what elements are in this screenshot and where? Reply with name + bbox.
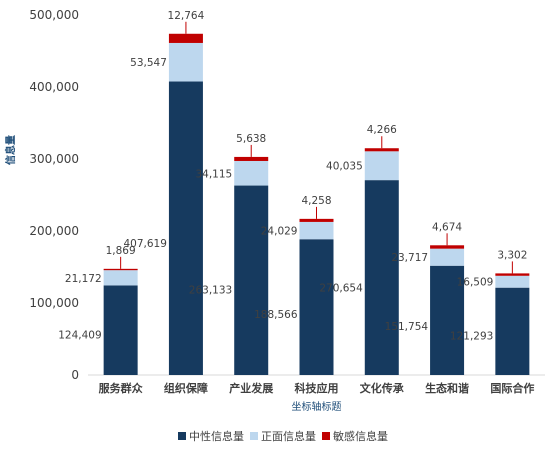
legend-entry: 正面信息量 bbox=[261, 429, 316, 443]
data-label: 53,547 bbox=[130, 57, 167, 69]
data-label: 24,029 bbox=[261, 226, 298, 238]
data-label: 4,258 bbox=[301, 195, 331, 207]
bar-segment bbox=[364, 151, 399, 181]
data-label: 151,754 bbox=[385, 321, 429, 333]
data-label: 16,509 bbox=[457, 277, 494, 289]
bar-segment bbox=[430, 265, 465, 375]
legend-swatch bbox=[178, 432, 186, 440]
bar-segment bbox=[430, 248, 465, 266]
bar-segment bbox=[364, 148, 399, 152]
data-label: 121,293 bbox=[450, 331, 493, 343]
bar-segment bbox=[103, 270, 138, 286]
y-tick-label: 300,000 bbox=[29, 152, 79, 166]
bar-segment bbox=[364, 180, 399, 375]
bar-segment bbox=[299, 239, 334, 375]
y-tick-label: 100,000 bbox=[29, 296, 79, 310]
data-label: 12,764 bbox=[168, 10, 205, 22]
legend: 中性信息量 正面信息量 敏感信息量 bbox=[178, 429, 388, 443]
bar-segment bbox=[430, 245, 465, 249]
bar-segment bbox=[103, 268, 138, 271]
y-axis-title: 信息量 bbox=[4, 135, 17, 165]
x-tick-label: 产业发展 bbox=[229, 381, 274, 395]
data-label: 4,266 bbox=[367, 124, 397, 136]
bar-segment bbox=[168, 42, 203, 82]
bar-segment bbox=[299, 218, 334, 222]
bar-segment bbox=[495, 273, 530, 276]
data-label: 263,133 bbox=[189, 285, 232, 297]
bar-segment bbox=[234, 185, 269, 375]
data-label: 34,115 bbox=[195, 168, 232, 180]
bar-segment bbox=[299, 221, 334, 240]
data-label: 3,302 bbox=[497, 249, 527, 261]
data-label: 21,172 bbox=[65, 273, 102, 285]
bar-segment bbox=[234, 156, 269, 161]
y-tick-label: 0 bbox=[71, 368, 79, 382]
x-tick-label: 服务群众 bbox=[99, 381, 144, 395]
data-label: 188,566 bbox=[254, 309, 298, 321]
y-tick-label: 400,000 bbox=[29, 80, 79, 94]
data-label: 270,654 bbox=[319, 282, 363, 294]
bar-segment bbox=[495, 275, 530, 288]
legend-swatch bbox=[250, 432, 258, 440]
y-axis-ticks: 0 100,000 200,000 300,000 400,000 500,000 bbox=[29, 8, 79, 382]
x-tick-label: 组织保障 bbox=[164, 381, 208, 395]
bars bbox=[103, 33, 530, 376]
x-tick-label: 国际合作 bbox=[490, 381, 534, 395]
bar-segment bbox=[103, 285, 138, 375]
x-tick-label: 文化传承 bbox=[360, 381, 405, 395]
data-label: 5,638 bbox=[236, 133, 266, 145]
x-tick-label: 科技应用 bbox=[295, 381, 339, 395]
legend-entry: 中性信息量 bbox=[189, 429, 244, 443]
bar-segment bbox=[495, 287, 530, 375]
legend-swatch bbox=[322, 432, 330, 440]
data-label: 40,035 bbox=[326, 161, 363, 173]
bar-segment bbox=[168, 81, 203, 376]
data-label: 407,619 bbox=[124, 238, 167, 250]
data-label: 4,674 bbox=[432, 221, 462, 233]
y-tick-label: 500,000 bbox=[29, 8, 79, 22]
legend-entry: 敏感信息量 bbox=[333, 429, 388, 443]
data-label: 1,869 bbox=[106, 245, 136, 257]
x-tick-label: 生态和谐 bbox=[425, 381, 469, 395]
x-axis: 服务群众 组织保障 产业发展 科技应用 文化传承 生态和谐 国际合作 bbox=[88, 374, 545, 395]
y-tick-label: 200,000 bbox=[29, 224, 79, 238]
bar-segment bbox=[234, 160, 269, 186]
x-axis-title: 坐标轴标题 bbox=[292, 400, 342, 413]
bar-segment bbox=[168, 33, 203, 43]
data-label: 124,409 bbox=[58, 330, 101, 342]
data-label: 23,717 bbox=[391, 252, 428, 264]
